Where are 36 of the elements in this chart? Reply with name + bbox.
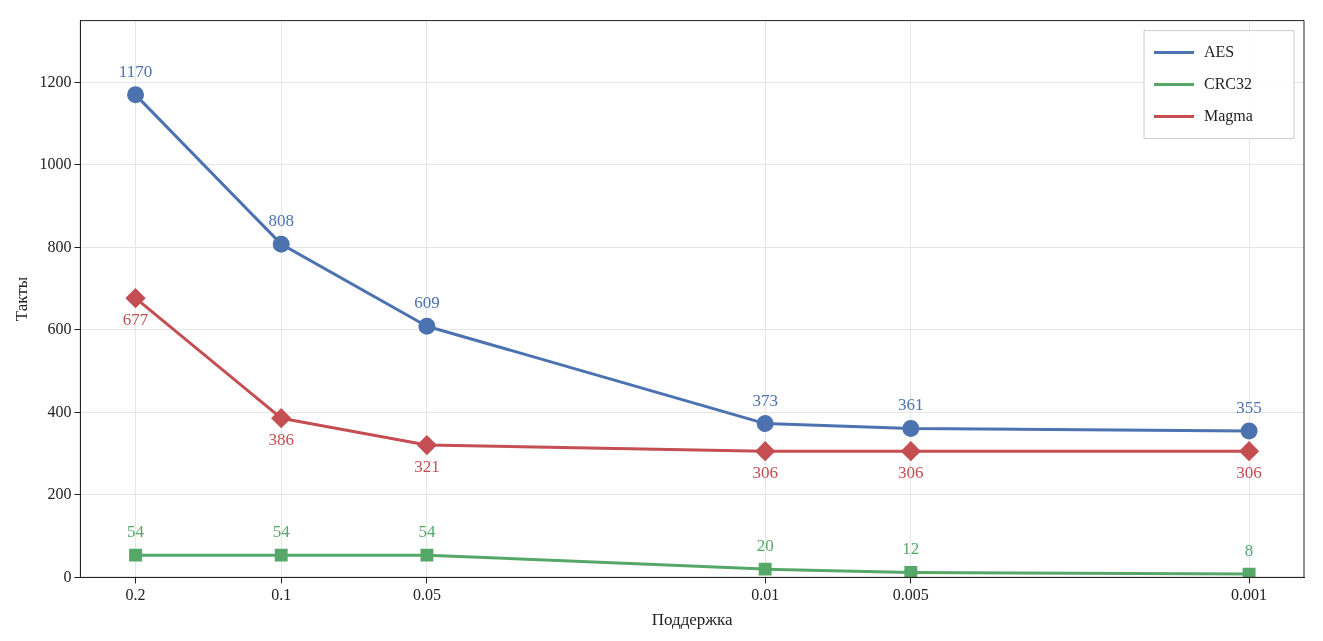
data-label: 808 (268, 211, 294, 231)
data-label: 8 (1244, 541, 1254, 561)
data-label: 306 (752, 463, 778, 483)
data-label: 373 (752, 390, 778, 410)
data-label: 609 (414, 293, 440, 313)
x-tick-label: 0.2 (125, 586, 146, 604)
data-label: 54 (418, 522, 436, 542)
y-tick-label: 400 (47, 402, 72, 420)
data-label: 54 (127, 522, 145, 542)
y-tick-label: 600 (47, 320, 72, 338)
y-tick-label: 1000 (39, 155, 72, 173)
data-label: 321 (414, 456, 440, 476)
x-tick-label: 0.005 (892, 586, 929, 604)
data-label: 361 (898, 395, 924, 415)
y-axis-title: Такты (11, 276, 31, 322)
data-label: 54 (272, 522, 291, 542)
x-axis-title: Поддержка (651, 610, 734, 630)
data-label: 386 (268, 430, 294, 450)
data-label: 355 (1236, 397, 1262, 417)
data-label: 20 (756, 536, 774, 556)
data-label: 677 (122, 310, 149, 330)
y-tick-label: 1200 (39, 72, 72, 90)
x-tick-label: 0.001 (1231, 586, 1268, 604)
legend-label: AES (1204, 42, 1235, 60)
x-tick-label: 0.1 (271, 586, 292, 604)
data-label: 306 (1236, 463, 1262, 483)
legend-label: CRC32 (1204, 74, 1253, 92)
x-tick-label: 0.01 (751, 586, 780, 604)
y-tick-label: 200 (47, 485, 72, 503)
legend-label: Magma (1204, 106, 1253, 125)
x-tick-label: 0.05 (412, 586, 441, 604)
data-label: 12 (902, 539, 920, 559)
y-tick-label: 0 (63, 567, 72, 585)
y-tick-label: 800 (47, 237, 72, 255)
data-label: 306 (898, 463, 924, 483)
data-label: 1170 (118, 61, 153, 81)
